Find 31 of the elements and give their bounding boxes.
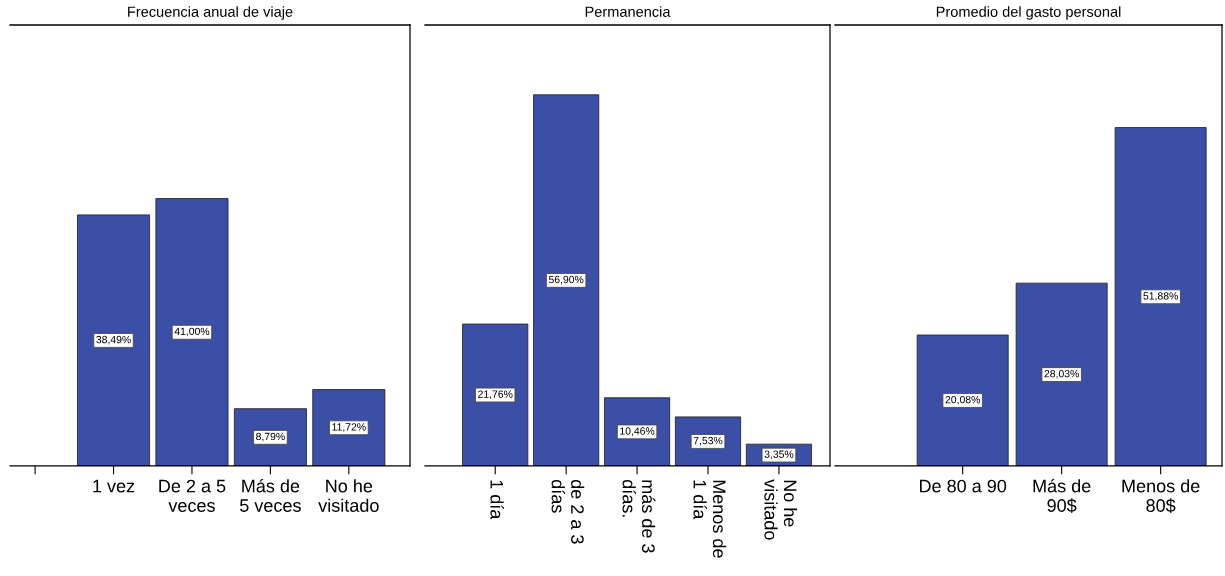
x-tick-label: de 2 a 3 días [551, 479, 585, 544]
x-tick-label: No he visitado [318, 479, 379, 512]
x-tick-label: 1 vez [93, 479, 135, 493]
data-label: 21,76% [478, 390, 513, 400]
x-tick-label: 1 día [490, 480, 504, 520]
bar [462, 323, 529, 466]
chart-title: Promedio del gasto personal [936, 6, 1121, 20]
data-label: 8,79% [256, 432, 285, 442]
x-tick-label: Menos de 1 día [693, 480, 727, 558]
data-label: 51,88% [1143, 292, 1178, 301]
bar [155, 198, 229, 466]
x-tick-label: Más de 5 veces [240, 478, 301, 512]
data-label: 28,03% [1044, 369, 1079, 379]
chart-title: Frecuencia anual de viaje [128, 6, 293, 20]
data-label: 10,46% [620, 427, 655, 436]
data-label: 11,72% [332, 423, 366, 432]
data-label: 3,35% [764, 450, 794, 460]
bar [533, 94, 600, 466]
x-tick-label: Más de 90$ [1033, 478, 1091, 513]
data-label: 20,08% [945, 395, 980, 405]
x-tick-label: Menos de 80$ [1122, 479, 1200, 513]
bar [77, 214, 151, 466]
data-label: 7,53% [693, 436, 723, 446]
data-label: 41,00% [174, 327, 210, 337]
data-label: 56,90% [548, 275, 584, 285]
x-tick-label: De 80 a 90 [920, 479, 1007, 493]
x-tick-label: No he visitado [764, 479, 798, 540]
x-tick-label: más de 3 días. [622, 479, 656, 553]
chart-title: Permanencia [585, 6, 671, 17]
data-label: 38,49% [96, 335, 131, 345]
x-tick-label: De 2 a 5 veces [159, 479, 226, 512]
